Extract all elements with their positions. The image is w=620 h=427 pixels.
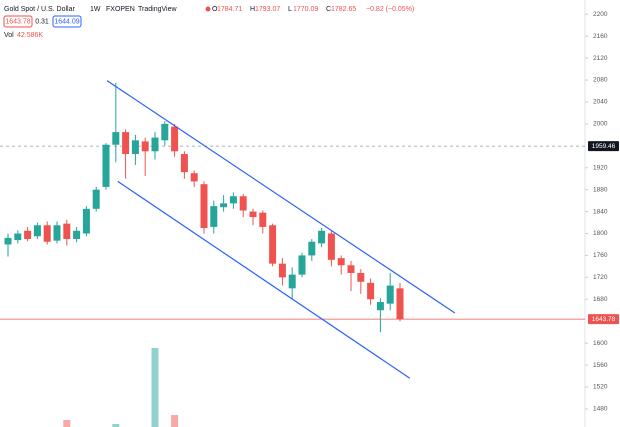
candle-body (63, 223, 71, 239)
candle-body (161, 123, 169, 141)
symbol: Gold Spot / U.S. Dollar (4, 6, 75, 13)
candle-body (180, 154, 188, 173)
ohlc-key: H (250, 6, 255, 13)
pill[interactable] (3, 15, 33, 28)
source: TradingView (138, 6, 177, 13)
volume-bar (112, 424, 120, 427)
candle-body (210, 206, 218, 227)
volume-bar (151, 348, 159, 427)
price-label-box (588, 141, 619, 152)
y-tick-label: 2160 (593, 33, 608, 40)
ohlc-value: 1770.09 (293, 6, 318, 13)
vol-value: 42.586K (17, 32, 43, 39)
interval: 1W (90, 6, 101, 13)
y-tick-label: 1520 (593, 384, 608, 391)
ohlc-value: 1782.65 (331, 6, 356, 13)
candle-body (4, 237, 12, 245)
bid: 1643.78 (5, 18, 30, 25)
price-label-box (588, 314, 619, 325)
candle-body (200, 184, 208, 229)
candle-body (171, 126, 179, 152)
ohlc-key: C (326, 6, 331, 13)
ohlc-value: 1784.71 (217, 6, 242, 13)
candle-body (122, 132, 130, 155)
price-label: 1959.46 (592, 143, 616, 150)
y-tick-label: 1760 (593, 252, 608, 259)
candle-body (386, 285, 394, 304)
y-tick-label: 1560 (593, 362, 608, 369)
candle-body (327, 233, 335, 260)
ohlc: O 1784.71 H 1793.07 L 1770.09 C 1782.65 (212, 6, 356, 13)
status-dot (205, 6, 211, 12)
candle-body (337, 258, 345, 266)
ohlc-key: O (212, 6, 218, 13)
candle-body (278, 263, 286, 278)
candle-body (131, 140, 139, 155)
y-tick-label: 1880 (593, 186, 608, 193)
ohlc-value: 1793.07 (255, 6, 280, 13)
volume-bar (171, 415, 179, 427)
candle-body (347, 265, 355, 273)
candle-body (318, 230, 326, 244)
candle-body (239, 196, 247, 211)
exchange: FXOPEN (106, 6, 135, 13)
y-tick-label: 2080 (593, 77, 608, 84)
price-label: 1643.78 (592, 316, 616, 323)
candle-body (53, 225, 61, 241)
y-tick-label: 1720 (593, 274, 608, 281)
volume-bar (63, 420, 71, 427)
trendline (117, 180, 411, 379)
change: −0.82 (−0.05%) (366, 6, 414, 13)
candle-body (376, 302, 384, 311)
candle-body (220, 203, 228, 208)
vol-label: Vol (4, 32, 14, 39)
y-tick-label: 2120 (593, 55, 608, 62)
ohlc-key: L (288, 6, 292, 13)
candle-body (269, 225, 277, 264)
candle-body (308, 241, 316, 256)
candle-body (249, 211, 257, 218)
candle-body (112, 132, 120, 145)
candle-body (151, 137, 159, 152)
spread: 0.31 (35, 18, 49, 25)
candle-body (288, 274, 296, 289)
candle-body (259, 212, 267, 227)
candle-body (92, 189, 100, 209)
ask: 1644.09 (54, 18, 79, 25)
y-tick-label: 2040 (593, 99, 608, 106)
candle-body (367, 282, 375, 300)
candle-body (73, 230, 81, 239)
candle-body (396, 288, 404, 320)
y-tick-label: 1480 (593, 406, 608, 413)
y-tick-label: 1800 (593, 230, 608, 237)
pill[interactable] (52, 15, 82, 28)
candle-body (141, 141, 149, 152)
candle-body (190, 173, 198, 182)
candle-body (33, 225, 41, 237)
y-tick-label: 1600 (593, 340, 608, 347)
candle-body (24, 230, 32, 239)
candle-body (43, 225, 51, 242)
candle-body (14, 233, 22, 241)
y-tick-label: 2000 (593, 121, 608, 128)
y-tick-label: 2200 (593, 11, 608, 18)
trendline (106, 80, 456, 314)
candle-body (229, 196, 237, 204)
candle-body (102, 144, 110, 187)
y-tick-label: 1920 (593, 164, 608, 171)
candle-body (82, 208, 90, 234)
candle-body (298, 255, 306, 275)
candle-body (357, 272, 365, 282)
y-tick-label: 1680 (593, 296, 608, 303)
y-tick-label: 1840 (593, 208, 608, 215)
